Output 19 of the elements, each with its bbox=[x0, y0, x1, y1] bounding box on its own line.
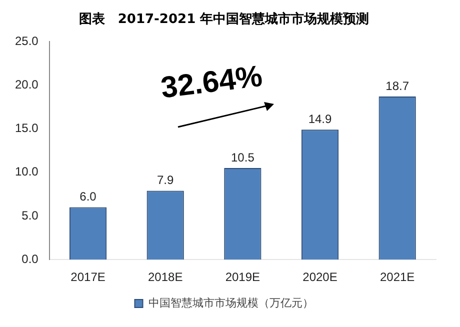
y-tick-label: 5.0 bbox=[22, 208, 39, 222]
data-label: 14.9 bbox=[308, 112, 332, 126]
legend-label: 中国智慧城市市场规模（万亿元） bbox=[148, 296, 314, 310]
data-label: 6.0 bbox=[80, 190, 97, 204]
y-tick-label: 20.0 bbox=[14, 78, 39, 92]
data-label: 10.5 bbox=[231, 150, 255, 164]
y-tick-label: 0.0 bbox=[22, 252, 39, 266]
y-tick-label: 10.0 bbox=[14, 164, 39, 179]
x-tick-label: 2020E bbox=[302, 270, 338, 284]
x-tick-label: 2018E bbox=[148, 270, 183, 284]
y-tick-label: 15.0 bbox=[14, 121, 39, 136]
x-tick-label: 2019E bbox=[225, 270, 260, 284]
chart-title: 图表 2017-2021 年中国智慧城市市场规模预测 bbox=[78, 11, 370, 28]
data-label: 7.9 bbox=[157, 173, 174, 188]
y-tick-label: 25.0 bbox=[14, 34, 39, 48]
x-tick-label: 2017E bbox=[70, 270, 106, 284]
x-tick-label: 2021E bbox=[380, 270, 415, 284]
data-label: 18.7 bbox=[386, 78, 410, 93]
annotation: 32.64% bbox=[159, 60, 264, 105]
